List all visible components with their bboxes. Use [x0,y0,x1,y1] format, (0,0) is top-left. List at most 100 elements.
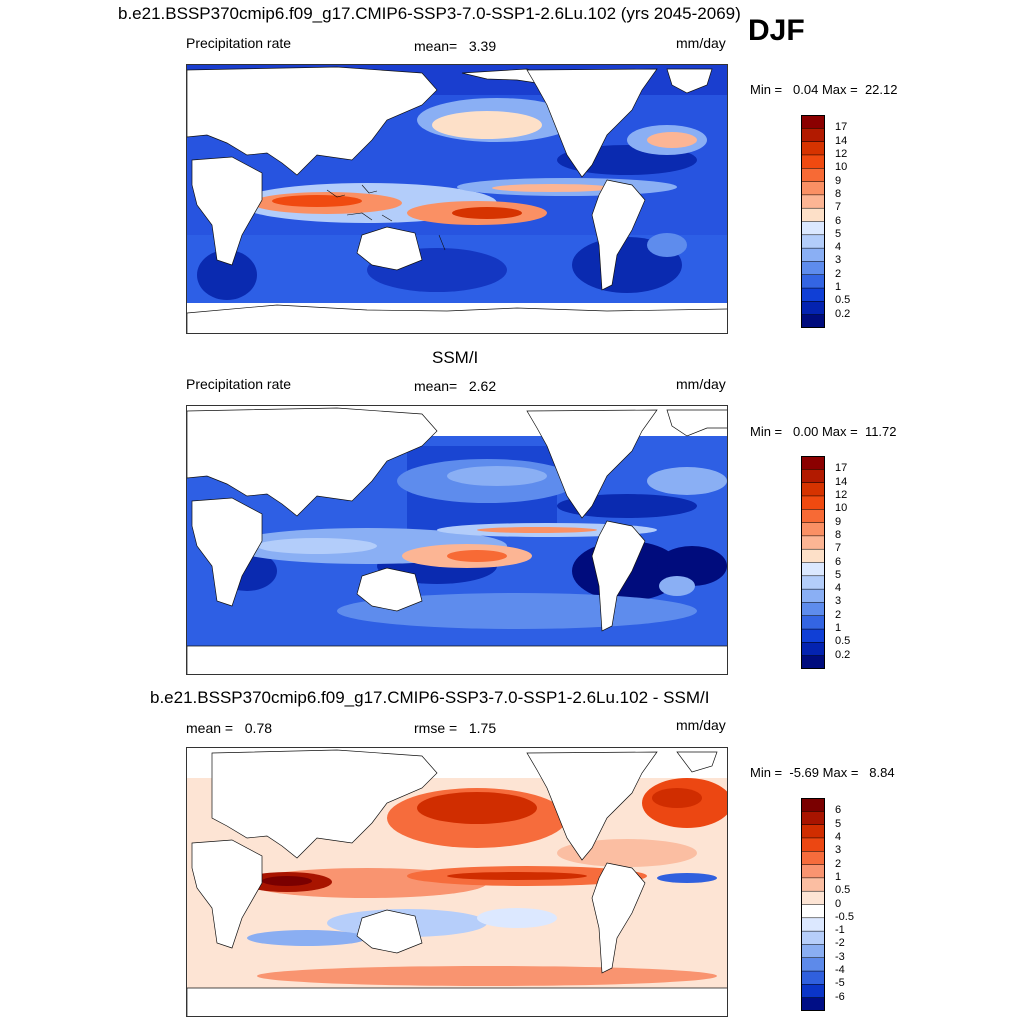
colorbar-swatch [801,602,825,617]
colorbar-swatch [801,128,825,143]
panel-3-minmax: Min = -5.69 Max = 8.84 [750,765,895,780]
colorbar-tick-label: 1 [835,870,842,883]
colorbar-swatch [801,469,825,484]
colorbar-swatch [801,588,825,603]
season-label: DJF [748,14,805,47]
colorbar-swatch [801,904,825,919]
colorbar-swatch [801,970,825,985]
colorbar-swatch [801,984,825,999]
colorbar-swatch [801,957,825,972]
colorbar-tick-label: 1 [835,281,842,294]
colorbar-tick-label: 4 [835,582,842,595]
colorbar-tick-label: 14 [835,475,848,488]
colorbar-swatch [801,837,825,852]
panel-1-minmax: Min = 0.04 Max = 22.12 [750,82,898,97]
colorbar-tick-label: 9 [835,515,842,528]
colorbar-tick-label: 1 [835,622,842,635]
colorbar-tick-label: 0.5 [835,635,851,648]
colorbar-tick-label: 2 [835,608,842,621]
panel-2-left-label: Precipitation rate [186,376,292,392]
colorbar-tick-label: 0 [835,897,842,910]
colorbar-tick-label: 3 [835,844,842,857]
panel-1-map [186,64,728,334]
colorbar-tick-label: 6 [835,555,842,568]
panel-1-title: b.e21.BSSP370cmip6.f09_g17.CMIP6-SSP3-7.… [118,4,741,23]
colorbar-tick-label: -5 [835,977,845,990]
colorbar-tick-label: 9 [835,174,842,187]
colorbar-tick-label: 4 [835,241,842,254]
colorbar-tick-label: 17 [835,121,848,134]
panel-3-map [186,747,728,1017]
colorbar-swatch [801,930,825,945]
colorbar-tick-label: 10 [835,502,848,515]
colorbar-swatch [801,495,825,510]
colorbar-swatch [801,301,825,316]
colorbar-tick-label: 3 [835,595,842,608]
colorbar-tick-label: 14 [835,134,848,147]
colorbar-tick-label: -4 [835,964,845,977]
colorbar-swatch [801,642,825,657]
colorbar-tick-label: 7 [835,201,842,214]
colorbar-tick-label: 2 [835,267,842,280]
colorbar-border [801,115,825,328]
panel-3-rmse: rmse = 1.75 [414,720,497,736]
panel-2-minmax: Min = 0.00 Max = 11.72 [750,424,897,439]
colorbar-swatch [801,615,825,630]
colorbar-tick-label: -3 [835,950,845,963]
colorbar-swatch [801,154,825,169]
colorbar-swatch [801,944,825,959]
colorbar-swatch [801,141,825,156]
colorbar-tick-label: 10 [835,161,848,174]
colorbar-swatch [801,168,825,183]
colorbar-tick-label: 5 [835,817,842,830]
colorbar-swatch [801,575,825,590]
colorbar-swatch [801,522,825,537]
colorbar-tick-label: -1 [835,924,845,937]
colorbar-swatch [801,287,825,302]
colorbar-swatch [801,824,825,839]
panel-1-units: mm/day [676,35,726,51]
colorbar-swatch [801,274,825,289]
colorbar-swatch [801,314,825,328]
colorbar-swatch [801,234,825,249]
colorbar-swatch [801,851,825,866]
panel-2-map [186,405,728,675]
panel-1-left-label: Precipitation rate [186,35,292,51]
colorbar-swatch [801,207,825,223]
colorbar-swatch [801,456,825,470]
colorbar-tick-label: 3 [835,254,842,267]
colorbar-tick-label: 7 [835,542,842,555]
colorbar-swatch [801,890,825,906]
colorbar-tick-label: -6 [835,990,845,1003]
colorbar-swatch [801,798,825,812]
colorbar-swatch [801,115,825,129]
colorbar-tick-label: 0.5 [835,294,851,307]
colorbar-tick-label: 17 [835,462,848,475]
colorbar-swatch [801,628,825,643]
panel-3-mean: mean = 0.78 [186,720,273,736]
panel-3-colorbar [801,798,825,1011]
colorbar-tick-label: 12 [835,488,848,501]
colorbar-tick-label: -0.5 [835,910,854,923]
colorbar-swatch [801,997,825,1011]
colorbar-tick-label: 5 [835,568,842,581]
colorbar-swatch [801,864,825,879]
colorbar-swatch [801,509,825,524]
colorbar-swatch [801,194,825,209]
panel-2-title: SSM/I [432,348,479,367]
colorbar-swatch [801,221,825,236]
colorbar-swatch [801,811,825,826]
colorbar-tick-label: 4 [835,830,842,843]
colorbar-swatch [801,548,825,564]
panel-3-units: mm/day [676,717,726,733]
colorbar-tick-label: -2 [835,937,845,950]
colorbar-swatch [801,482,825,497]
colorbar-swatch [801,535,825,550]
colorbar-tick-label: 6 [835,804,842,817]
colorbar-swatch [801,181,825,196]
colorbar-tick-label: 5 [835,227,842,240]
colorbar-tick-label: 0.2 [835,307,851,320]
panel-2-units: mm/day [676,376,726,392]
colorbar-swatch [801,247,825,262]
colorbar-border [801,798,825,1011]
